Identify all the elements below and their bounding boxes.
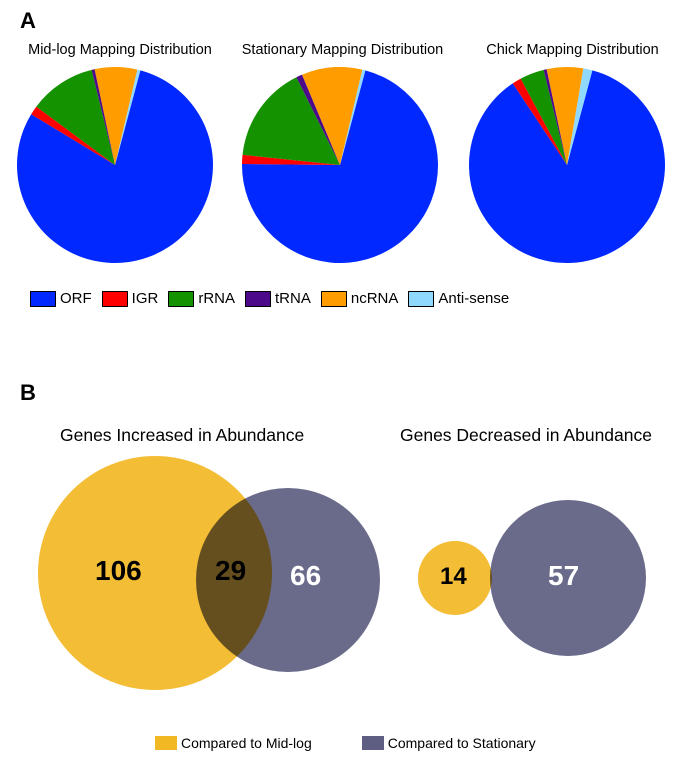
pie-3	[469, 67, 665, 268]
pie-1	[17, 67, 213, 268]
swatch-icon	[362, 736, 384, 750]
panel-a-label: A	[20, 8, 36, 34]
venn-value-2: 66	[290, 560, 321, 592]
swatch-icon	[30, 291, 56, 307]
venn-decreased-title: Genes Decreased in Abundance	[400, 425, 652, 446]
legend-item-orf: ORF	[30, 290, 92, 307]
venn-value-0: 106	[95, 555, 142, 587]
legend-item-igr: IGR	[102, 290, 159, 307]
pie-chart	[17, 67, 213, 263]
panel-b-label: B	[20, 380, 36, 406]
legend-label: Anti-sense	[438, 290, 509, 307]
figure: A Mid-log Mapping Distribution Stationar…	[0, 0, 683, 784]
legend-b-item: Compared to Stationary	[362, 735, 536, 751]
venn-increased: 106 29 66	[40, 455, 390, 705]
swatch-icon	[168, 291, 194, 307]
panel-a-legend: ORF IGR rRNA tRNA ncRNA Anti-sense	[30, 290, 509, 307]
swatch-icon	[321, 291, 347, 307]
legend-label: Compared to Mid-log	[181, 735, 312, 751]
legend-label: ORF	[60, 290, 92, 307]
pie-3-title: Chick Mapping Distribution	[475, 42, 670, 58]
legend-item-anti-sense: Anti-sense	[408, 290, 509, 307]
swatch-icon	[408, 291, 434, 307]
pie-2-title: Stationary Mapping Distribution	[235, 42, 450, 58]
legend-label: ncRNA	[351, 290, 399, 307]
legend-label: rRNA	[198, 290, 235, 307]
swatch-icon	[102, 291, 128, 307]
legend-item-ncrna: ncRNA	[321, 290, 399, 307]
legend-label: Compared to Stationary	[388, 735, 536, 751]
pie-chart	[242, 67, 438, 263]
swatch-icon	[245, 291, 271, 307]
venn-value-1: 57	[548, 560, 579, 592]
legend-b-item: Compared to Mid-log	[155, 735, 312, 751]
venn-value-1: 29	[215, 555, 246, 587]
panel-b-legend: Compared to Mid-log Compared to Stationar…	[155, 735, 536, 751]
legend-label: IGR	[132, 290, 159, 307]
swatch-icon	[155, 736, 177, 750]
legend-item-rrna: rRNA	[168, 290, 235, 307]
legend-item-trna: tRNA	[245, 290, 311, 307]
venn-value-0: 14	[440, 563, 467, 591]
pie-1-title: Mid-log Mapping Distribution	[20, 42, 220, 58]
pie-2	[242, 67, 438, 268]
venn-decreased: 14 57	[420, 500, 683, 750]
pie-chart	[469, 67, 665, 263]
legend-label: tRNA	[275, 290, 311, 307]
venn-increased-title: Genes Increased in Abundance	[60, 425, 304, 446]
